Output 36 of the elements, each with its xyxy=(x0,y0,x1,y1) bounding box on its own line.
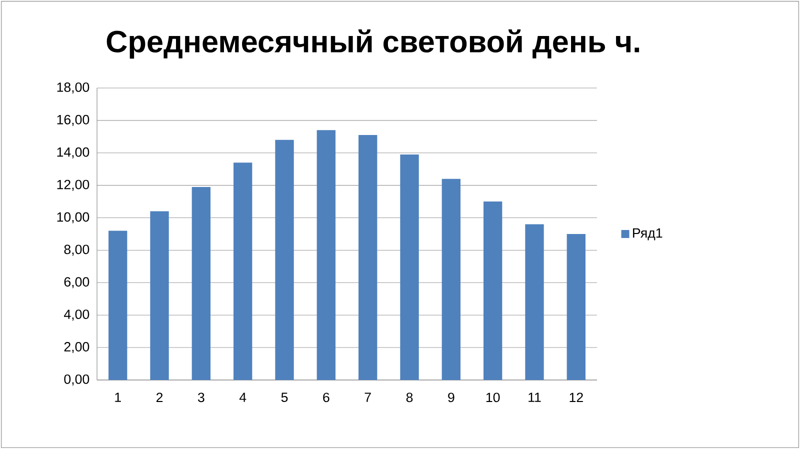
bar xyxy=(358,135,378,380)
y-tick-label: 18,00 xyxy=(57,82,90,94)
y-tick-label: 14,00 xyxy=(57,147,90,158)
bar xyxy=(400,154,419,380)
x-tick-label: 9 xyxy=(448,392,454,402)
x-tick-label: 6 xyxy=(323,392,330,402)
y-tick-label: 8,00 xyxy=(64,244,90,256)
x-tick-label: 2 xyxy=(156,392,163,402)
bar xyxy=(566,234,586,380)
bar xyxy=(484,202,502,380)
y-tick-label: 10,00 xyxy=(57,212,90,224)
bar xyxy=(192,186,211,380)
y-tick-label: 6,00 xyxy=(64,277,90,288)
x-tick-label: 7 xyxy=(364,392,371,402)
x-tick-label: 5 xyxy=(281,392,288,402)
bar xyxy=(316,130,336,380)
y-tick-label: 4,00 xyxy=(64,310,90,321)
bar xyxy=(525,224,544,380)
x-tick-label: 8 xyxy=(406,392,413,402)
bar xyxy=(275,140,294,380)
y-tick-label: 12,00 xyxy=(57,180,90,191)
y-tick-label: 2,00 xyxy=(64,342,90,354)
x-tick-label: 3 xyxy=(198,392,204,402)
bar xyxy=(150,211,169,380)
x-tick-label: 11 xyxy=(528,392,541,402)
legend-label: Ряд1 xyxy=(633,228,662,240)
x-tick-label: 1 xyxy=(115,392,121,402)
x-tick-label: 10 xyxy=(486,392,500,402)
bar xyxy=(234,162,252,380)
chart-title: Среднемесячный световой день ч. xyxy=(106,29,640,59)
x-tick-label: 4 xyxy=(239,392,246,402)
y-tick-label: 16,00 xyxy=(57,114,90,126)
x-tick-label: 12 xyxy=(570,392,583,402)
y-tick-label: 0,00 xyxy=(64,374,90,386)
bar xyxy=(108,230,128,380)
bar xyxy=(442,178,461,380)
